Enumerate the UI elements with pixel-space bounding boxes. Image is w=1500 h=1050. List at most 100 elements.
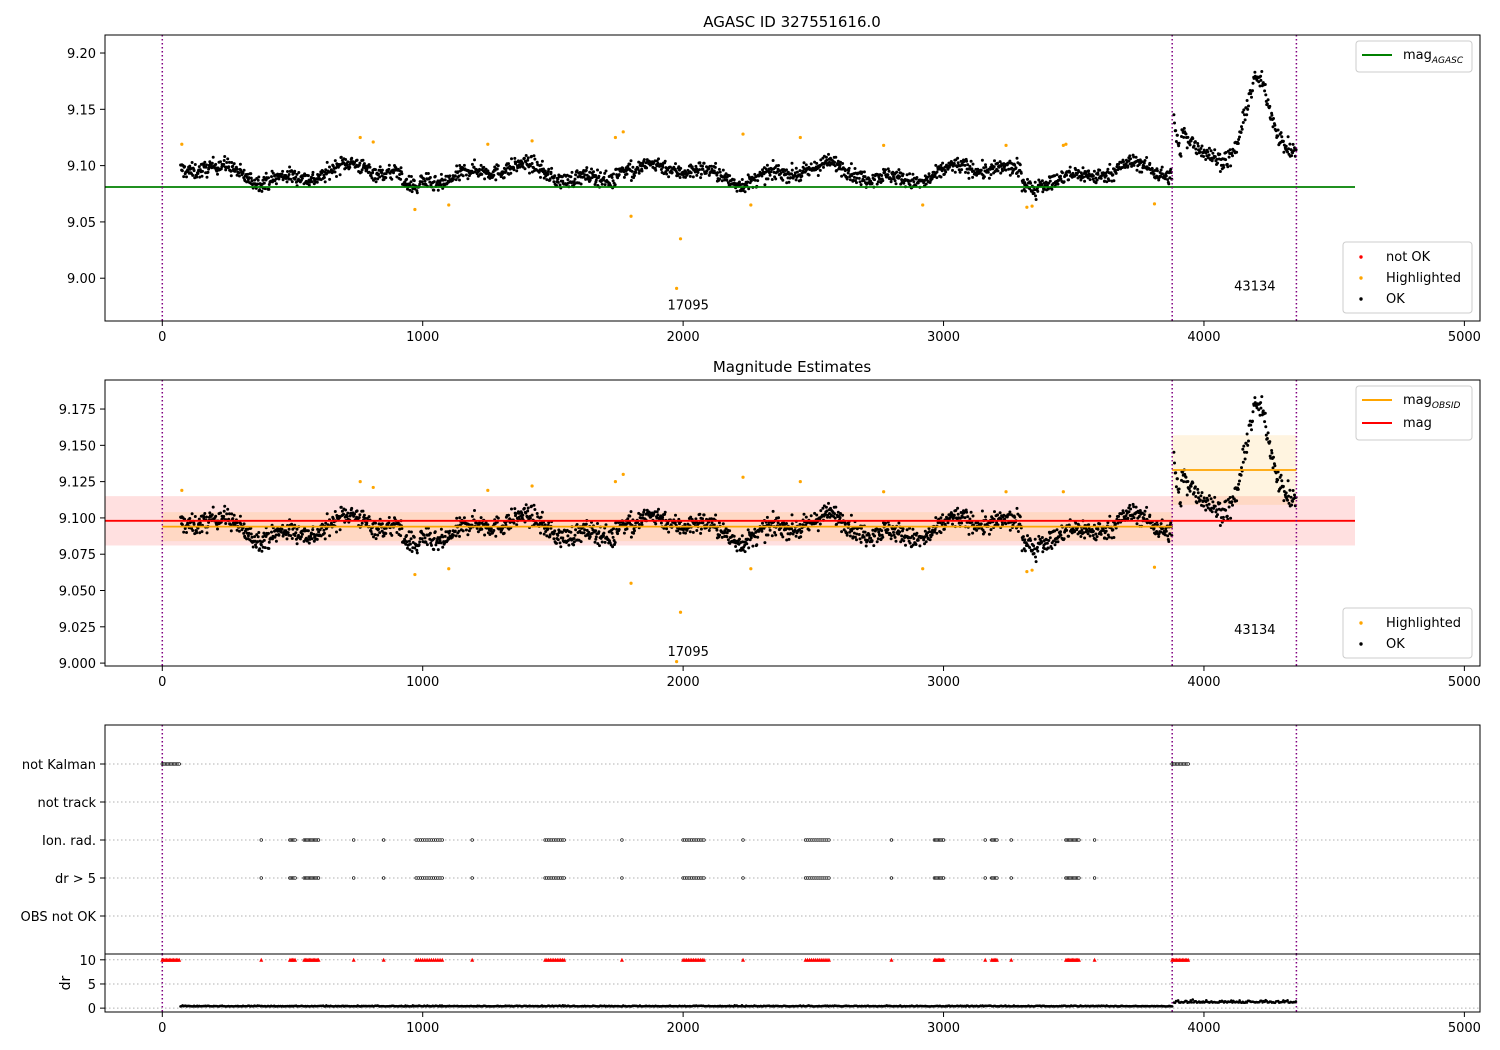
ok-point	[242, 168, 246, 172]
ok-point	[1088, 534, 1092, 538]
ok-point	[1008, 173, 1012, 177]
ok-point	[790, 522, 794, 526]
ok-point	[556, 538, 560, 542]
highlighted-point	[678, 237, 683, 241]
ok-point	[216, 172, 219, 176]
ok-point	[1202, 155, 1206, 158]
ok-point	[761, 521, 764, 525]
ok-point	[616, 532, 620, 536]
ok-point	[358, 161, 362, 165]
ok-point	[905, 173, 909, 177]
ok-point	[999, 171, 1003, 175]
ok-point	[613, 541, 617, 544]
ok-point	[777, 164, 780, 167]
ok-point	[210, 513, 214, 517]
ok-point	[1186, 480, 1190, 483]
ok-point	[237, 529, 241, 533]
ok-point	[311, 170, 315, 174]
ok-point	[422, 177, 426, 181]
ok-point	[1261, 81, 1265, 85]
ok-point	[1243, 118, 1247, 122]
ok-point	[458, 164, 462, 167]
y-tick-label: 9.00	[67, 272, 96, 287]
ok-point	[1291, 489, 1295, 492]
ok-point	[530, 162, 534, 165]
ok-point	[361, 158, 365, 162]
highlighted-point	[1030, 568, 1034, 572]
ok-point	[1059, 177, 1063, 181]
ok-point	[966, 163, 970, 167]
ok-point	[1161, 172, 1164, 176]
ok-point	[1145, 505, 1149, 509]
legend-point-swatch	[1359, 276, 1363, 280]
highlighted-point	[741, 475, 745, 479]
legend-point-swatch	[1359, 642, 1363, 646]
ok-point	[1229, 164, 1233, 168]
ok-point	[535, 160, 539, 164]
ok-point	[1041, 190, 1045, 194]
ok-point	[311, 528, 315, 532]
ok-point	[1015, 506, 1019, 510]
ok-point	[1228, 148, 1232, 152]
ok-point	[928, 538, 932, 542]
highlighted-point	[1061, 490, 1065, 494]
ok-point	[1034, 194, 1037, 198]
ok-point	[415, 551, 419, 555]
ok-point	[297, 171, 301, 174]
ok-point	[457, 174, 461, 178]
ok-point	[1142, 161, 1146, 165]
panel-agasc-line-legend: magAGASC	[1355, 40, 1473, 73]
ok-point	[818, 522, 822, 526]
ok-point	[935, 176, 939, 180]
ok-point	[603, 171, 607, 175]
ok-point	[1098, 168, 1102, 172]
ok-point	[1020, 189, 1024, 193]
ok-point	[1276, 128, 1280, 132]
ok-point	[357, 516, 361, 519]
ok-point	[1169, 167, 1173, 171]
highlighted-point	[1004, 490, 1008, 494]
ok-point	[574, 173, 578, 177]
ok-point	[939, 516, 943, 520]
ok-point	[670, 171, 674, 174]
flag-point	[470, 838, 474, 842]
ok-point	[376, 177, 380, 181]
ok-point	[478, 167, 481, 171]
flag-point	[177, 762, 181, 766]
ok-point	[771, 159, 775, 162]
ok-point	[1109, 171, 1113, 175]
ok-point	[674, 513, 677, 517]
ok-point	[251, 545, 255, 549]
ok-point	[528, 516, 532, 520]
ok-point	[222, 159, 226, 162]
ok-point	[657, 507, 660, 511]
ok-point	[1104, 174, 1108, 178]
ok-point	[267, 183, 271, 186]
highlighted-point	[675, 286, 679, 290]
ok-point	[804, 515, 808, 519]
ok-point	[766, 533, 770, 537]
ok-point	[553, 174, 557, 178]
ok-point	[1130, 164, 1134, 168]
ok-point	[963, 163, 967, 167]
ok-point	[1287, 147, 1290, 151]
ok-point	[876, 180, 880, 184]
panel-flags-points	[160, 762, 1190, 880]
ok-point	[971, 531, 975, 535]
ok-point	[798, 522, 802, 526]
ok-point	[714, 161, 718, 165]
flag-point	[889, 838, 894, 842]
ok-point	[1207, 494, 1211, 498]
ok-point	[1266, 98, 1270, 102]
flag-point	[293, 876, 297, 880]
ok-point	[1257, 80, 1261, 84]
ok-point	[1280, 135, 1284, 139]
ok-point	[1241, 121, 1245, 124]
ok-point	[495, 167, 499, 171]
ok-point	[747, 187, 751, 191]
ok-point	[430, 543, 433, 547]
ok-point	[289, 177, 293, 181]
ok-point	[1174, 471, 1178, 475]
ok-point	[1250, 428, 1253, 432]
ok-point	[461, 174, 465, 178]
